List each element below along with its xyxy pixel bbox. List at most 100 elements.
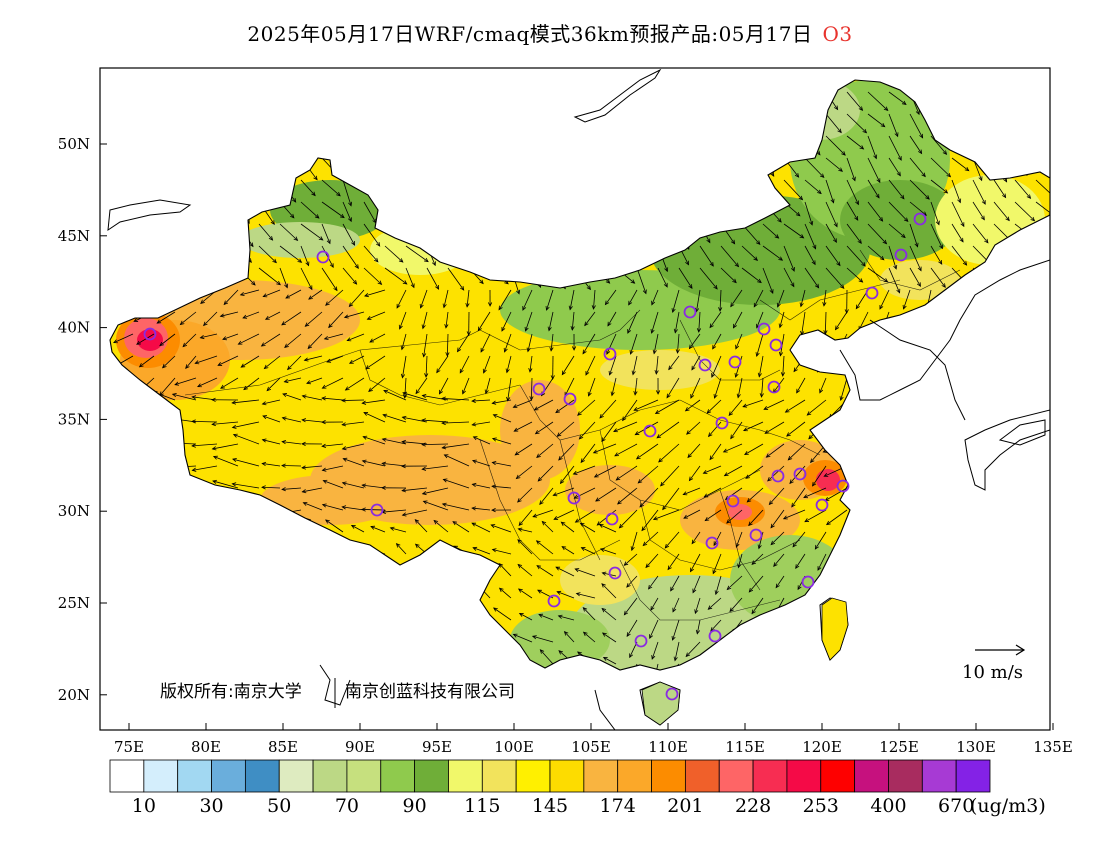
province-borders	[184, 249, 961, 621]
wind-vector	[558, 443, 575, 461]
wind-arrowhead	[479, 279, 484, 285]
province-border	[619, 559, 781, 621]
wind-vector	[439, 377, 449, 395]
city-marker	[705, 536, 719, 550]
wind-vector	[457, 333, 470, 352]
wind-vector	[342, 421, 365, 426]
wind-vector	[368, 377, 386, 392]
wind-vector	[672, 619, 680, 641]
wind-vector	[819, 377, 827, 393]
city-marker	[643, 424, 657, 438]
wind-arrowhead	[422, 352, 427, 358]
province-border	[519, 384, 681, 441]
wind-arrowhead	[498, 587, 504, 593]
wind-vector	[506, 355, 512, 373]
longitude-tick-label: 100E	[494, 738, 534, 756]
wind-vector	[909, 157, 926, 177]
wind-arrowhead	[220, 384, 225, 389]
wind-vector	[783, 179, 803, 200]
wind-vector	[308, 289, 323, 300]
coastline	[594, 689, 616, 730]
wind-arrowhead	[305, 261, 310, 267]
wind-arrowhead	[770, 540, 776, 546]
wind-vector	[473, 547, 491, 555]
wind-vector	[180, 311, 197, 325]
legend-label: 50	[267, 795, 291, 817]
wind-vector	[770, 531, 785, 545]
wind-arrowhead	[615, 476, 621, 481]
wind-vector	[282, 441, 302, 445]
wind-arrowhead	[744, 450, 749, 455]
wind-vector	[801, 311, 806, 335]
wind-arrowhead	[672, 607, 677, 613]
wind-vector	[867, 267, 888, 283]
wind-vector	[342, 506, 365, 511]
wind-arrowhead	[797, 585, 802, 591]
wind-arrowhead	[914, 242, 919, 248]
wind-vector	[542, 521, 554, 533]
wind-arrowhead	[704, 516, 710, 522]
wind-vector	[903, 289, 911, 310]
wind-arrowhead	[573, 494, 579, 499]
wind-arrowhead	[984, 238, 989, 244]
wind-vector	[817, 553, 827, 571]
wind-vector	[423, 500, 449, 511]
wind-arrowhead	[191, 395, 197, 400]
wind-arrowhead	[547, 326, 552, 332]
wind-vector	[538, 614, 554, 621]
wind-arrowhead	[374, 257, 379, 263]
wind-arrowhead	[396, 303, 401, 309]
wind-vector	[341, 399, 365, 401]
wind-vector	[321, 201, 345, 218]
wind-vector	[580, 522, 596, 533]
wind-vector	[867, 223, 887, 244]
legend-swatch	[515, 759, 551, 793]
wind-arrowhead	[306, 380, 311, 385]
wind-vector	[909, 135, 922, 154]
city-marker	[605, 512, 619, 526]
wind-vector	[867, 201, 883, 222]
wind-vector	[599, 524, 617, 533]
wind-vector	[396, 289, 407, 309]
wind-vector	[737, 553, 743, 568]
wind-arrowhead	[482, 368, 487, 374]
wind-arrowhead	[707, 605, 713, 610]
wind-vector	[302, 487, 323, 493]
wind-vector	[507, 377, 512, 401]
legend-swatch	[414, 759, 449, 793]
wind-vector	[195, 355, 218, 364]
wind-vector	[200, 333, 218, 339]
wind-arrowhead	[957, 198, 962, 204]
wind-arrowhead	[735, 344, 740, 350]
wind-vector	[699, 267, 718, 290]
wind-arrowhead	[960, 222, 965, 228]
wind-vector	[762, 245, 783, 261]
wind-arrowhead	[780, 372, 786, 377]
wind-arrowhead	[492, 414, 498, 418]
legend-swatch	[109, 759, 145, 793]
wind-vector	[436, 355, 449, 373]
wind-arrowhead	[613, 428, 618, 433]
wind-vector	[639, 487, 659, 508]
wind-arrowhead	[231, 400, 237, 405]
wind-vector	[930, 223, 943, 249]
wind-vector	[485, 377, 491, 394]
wind-arrowhead	[415, 389, 420, 395]
wind-arrowhead	[441, 420, 446, 426]
wind-arrowhead	[787, 455, 793, 461]
wind-arrowhead	[501, 326, 506, 332]
wind-arrowhead	[606, 349, 611, 355]
wind-vector	[729, 597, 743, 612]
wind-vector	[888, 135, 902, 161]
wind-arrowhead	[301, 394, 307, 399]
wind-arrowhead	[1030, 216, 1036, 222]
wind-arrowhead	[498, 305, 503, 311]
wind-arrowhead	[460, 285, 465, 291]
wind-vector	[422, 311, 428, 329]
wind-vector	[493, 607, 512, 621]
wind-arrowhead	[742, 403, 748, 408]
wind-arrowhead	[593, 473, 599, 478]
wind-vector	[266, 377, 281, 391]
city-marker	[608, 566, 622, 580]
wind-vector	[492, 549, 512, 555]
